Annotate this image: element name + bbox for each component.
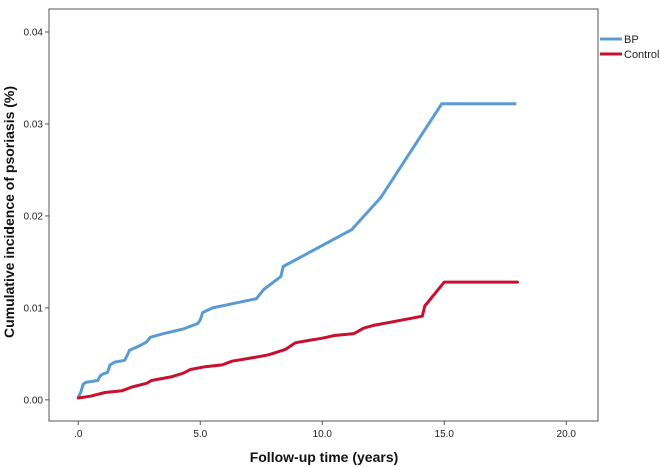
x-tick-label: 20.0 (557, 429, 577, 440)
x-tick-label: 5.0 (193, 429, 207, 440)
x-axis-title: Follow-up time (years) (250, 449, 399, 465)
y-tick-label: 0.01 (24, 303, 44, 314)
plot-frame (48, 8, 599, 422)
legend-label-bp: BP (624, 34, 639, 46)
x-tick-label: 10.0 (313, 429, 333, 440)
y-axis: 0.00 0.01 0.02 0.03 0.04 (24, 27, 49, 406)
x-tick-label: .0 (74, 429, 83, 440)
series-line-bp (76, 102, 517, 399)
series-layer (76, 102, 519, 400)
y-axis-title: Cumulative incidence of psoriasis (%) (1, 86, 17, 338)
y-tick-label: 0.04 (24, 27, 44, 38)
y-tick-label: 0.03 (24, 119, 44, 130)
x-axis: .0 5.0 10.0 15.0 20.0 (74, 421, 576, 440)
legend: BP Control (600, 34, 659, 61)
y-tick-label: 0.02 (24, 211, 44, 222)
y-tick-label: 0.00 (24, 395, 44, 406)
plot-border (48, 8, 599, 422)
x-tick-label: 15.0 (435, 429, 455, 440)
series-line-control (76, 280, 519, 400)
legend-label-control: Control (624, 49, 659, 61)
